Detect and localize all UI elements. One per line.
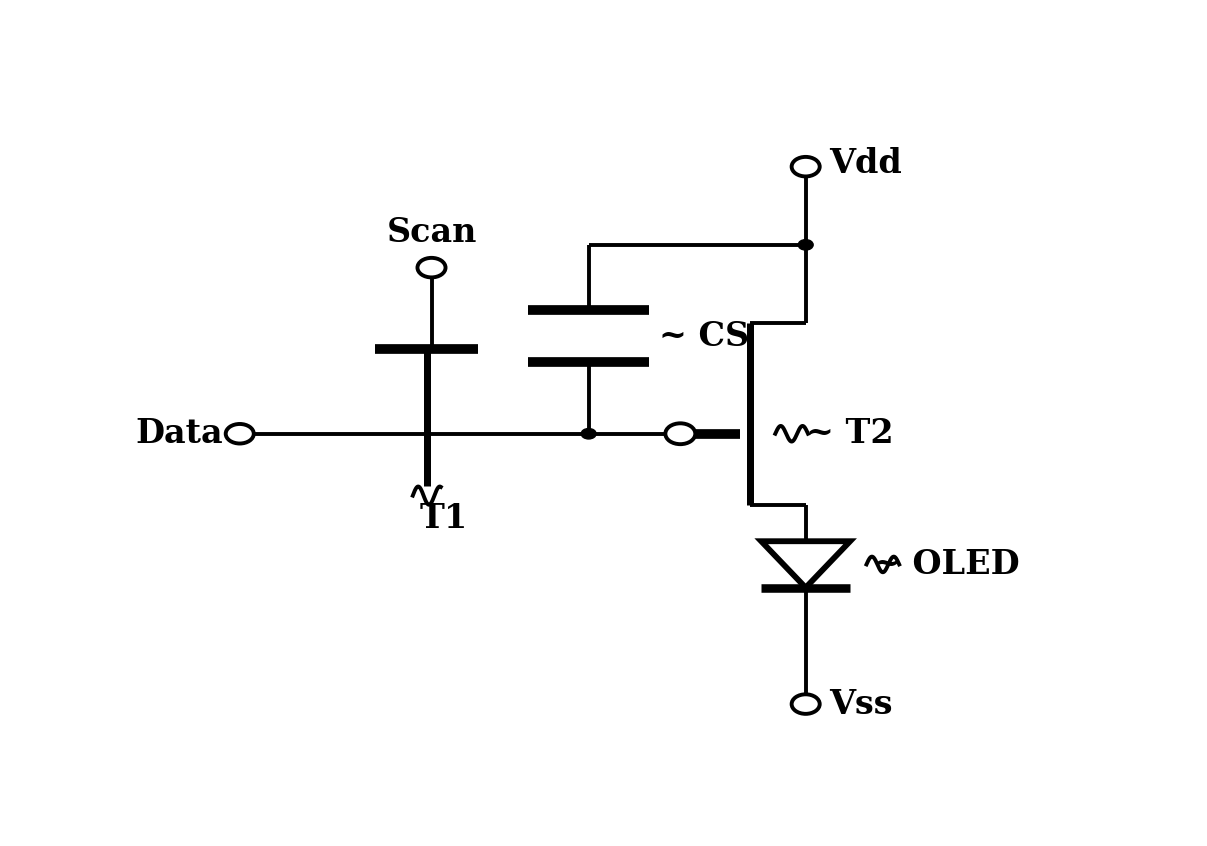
Text: ~ T2: ~ T2 <box>805 417 893 450</box>
Text: Scan: Scan <box>386 217 477 250</box>
Text: T1: T1 <box>420 502 468 535</box>
Circle shape <box>798 239 814 250</box>
Text: Vss: Vss <box>829 688 892 721</box>
Text: Vdd: Vdd <box>829 147 902 180</box>
Text: Data: Data <box>135 417 223 450</box>
Circle shape <box>582 429 596 439</box>
Text: ~ OLED: ~ OLED <box>874 548 1020 581</box>
Text: ~ CS: ~ CS <box>659 320 748 353</box>
